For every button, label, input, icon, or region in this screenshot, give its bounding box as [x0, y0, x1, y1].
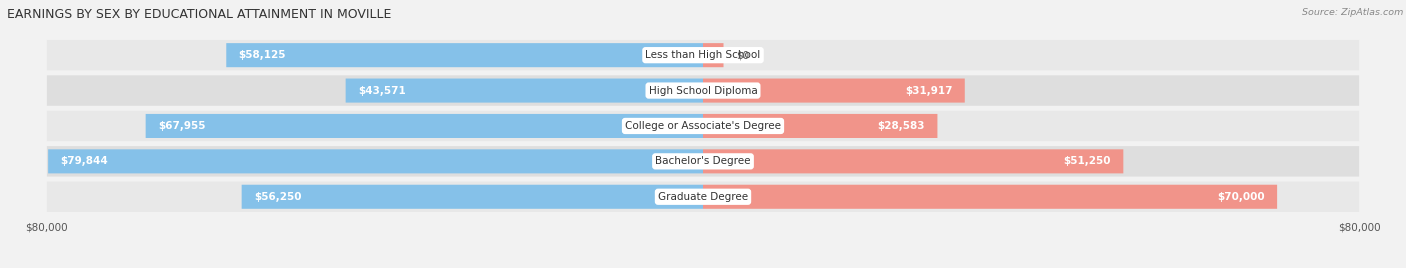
Text: EARNINGS BY SEX BY EDUCATIONAL ATTAINMENT IN MOVILLE: EARNINGS BY SEX BY EDUCATIONAL ATTAINMEN… [7, 8, 391, 21]
FancyBboxPatch shape [703, 185, 1277, 209]
Text: $70,000: $70,000 [1218, 192, 1265, 202]
Text: $51,250: $51,250 [1063, 156, 1111, 166]
Text: $0: $0 [735, 50, 749, 60]
Text: Less than High School: Less than High School [645, 50, 761, 60]
Text: $28,583: $28,583 [877, 121, 925, 131]
FancyBboxPatch shape [242, 185, 703, 209]
Text: $43,571: $43,571 [359, 85, 406, 96]
FancyBboxPatch shape [146, 114, 703, 138]
Text: High School Diploma: High School Diploma [648, 85, 758, 96]
FancyBboxPatch shape [703, 149, 1123, 173]
FancyBboxPatch shape [46, 75, 1360, 106]
FancyBboxPatch shape [46, 146, 1360, 177]
Text: $79,844: $79,844 [60, 156, 108, 166]
FancyBboxPatch shape [46, 111, 1360, 141]
FancyBboxPatch shape [703, 114, 938, 138]
Text: $67,955: $67,955 [157, 121, 205, 131]
FancyBboxPatch shape [703, 79, 965, 103]
FancyBboxPatch shape [48, 149, 703, 173]
Text: Bachelor's Degree: Bachelor's Degree [655, 156, 751, 166]
Text: $56,250: $56,250 [254, 192, 301, 202]
Text: College or Associate's Degree: College or Associate's Degree [626, 121, 780, 131]
Text: $31,917: $31,917 [905, 85, 952, 96]
FancyBboxPatch shape [226, 43, 703, 67]
FancyBboxPatch shape [46, 181, 1360, 212]
FancyBboxPatch shape [703, 43, 724, 67]
Text: Graduate Degree: Graduate Degree [658, 192, 748, 202]
FancyBboxPatch shape [346, 79, 703, 103]
Text: $58,125: $58,125 [239, 50, 285, 60]
FancyBboxPatch shape [46, 40, 1360, 70]
Text: Source: ZipAtlas.com: Source: ZipAtlas.com [1302, 8, 1403, 17]
